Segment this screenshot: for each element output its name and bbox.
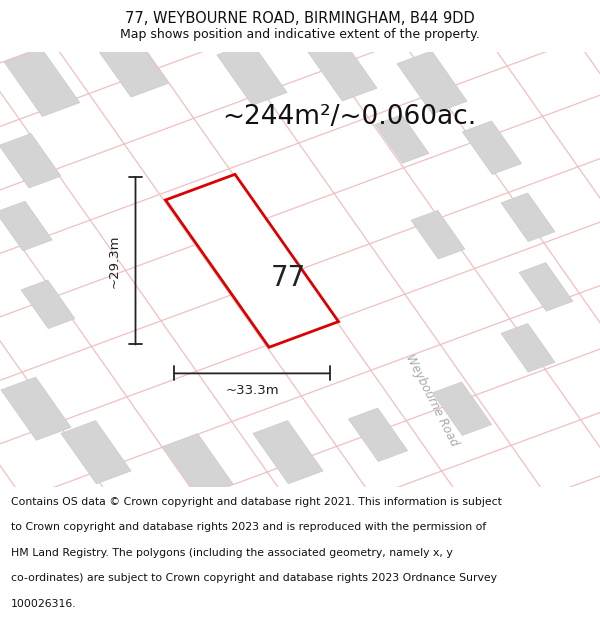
Polygon shape <box>4 48 80 116</box>
Text: Weybourne Road: Weybourne Road <box>403 352 461 448</box>
Polygon shape <box>217 42 287 106</box>
Polygon shape <box>519 262 573 311</box>
Text: HM Land Registry. The polygons (including the associated geometry, namely x, y: HM Land Registry. The polygons (includin… <box>11 548 452 558</box>
Polygon shape <box>375 114 429 163</box>
Text: ~33.3m: ~33.3m <box>225 384 279 398</box>
Polygon shape <box>411 211 465 259</box>
Polygon shape <box>0 134 61 188</box>
Polygon shape <box>95 33 169 97</box>
Polygon shape <box>21 280 75 329</box>
Text: Map shows position and indicative extent of the property.: Map shows position and indicative extent… <box>120 28 480 41</box>
Polygon shape <box>501 193 555 242</box>
Text: 77, WEYBOURNE ROAD, BIRMINGHAM, B44 9DD: 77, WEYBOURNE ROAD, BIRMINGHAM, B44 9DD <box>125 11 475 26</box>
Polygon shape <box>307 38 377 101</box>
Polygon shape <box>166 174 338 348</box>
Text: to Crown copyright and database rights 2023 and is reproduced with the permissio: to Crown copyright and database rights 2… <box>11 522 486 532</box>
Polygon shape <box>0 201 52 251</box>
Text: co-ordinates) are subject to Crown copyright and database rights 2023 Ordnance S: co-ordinates) are subject to Crown copyr… <box>11 573 497 583</box>
Polygon shape <box>501 324 555 372</box>
Polygon shape <box>163 434 233 497</box>
Polygon shape <box>1 377 71 440</box>
Polygon shape <box>463 121 521 174</box>
Text: ~29.3m: ~29.3m <box>107 234 121 288</box>
Polygon shape <box>397 51 467 114</box>
Polygon shape <box>349 408 407 461</box>
Text: 77: 77 <box>271 264 305 292</box>
Text: Contains OS data © Crown copyright and database right 2021. This information is : Contains OS data © Crown copyright and d… <box>11 497 502 507</box>
Polygon shape <box>433 382 491 436</box>
Polygon shape <box>253 421 323 484</box>
Text: ~244m²/~0.060ac.: ~244m²/~0.060ac. <box>222 104 476 130</box>
Text: 100026316.: 100026316. <box>11 599 76 609</box>
Polygon shape <box>61 421 131 484</box>
